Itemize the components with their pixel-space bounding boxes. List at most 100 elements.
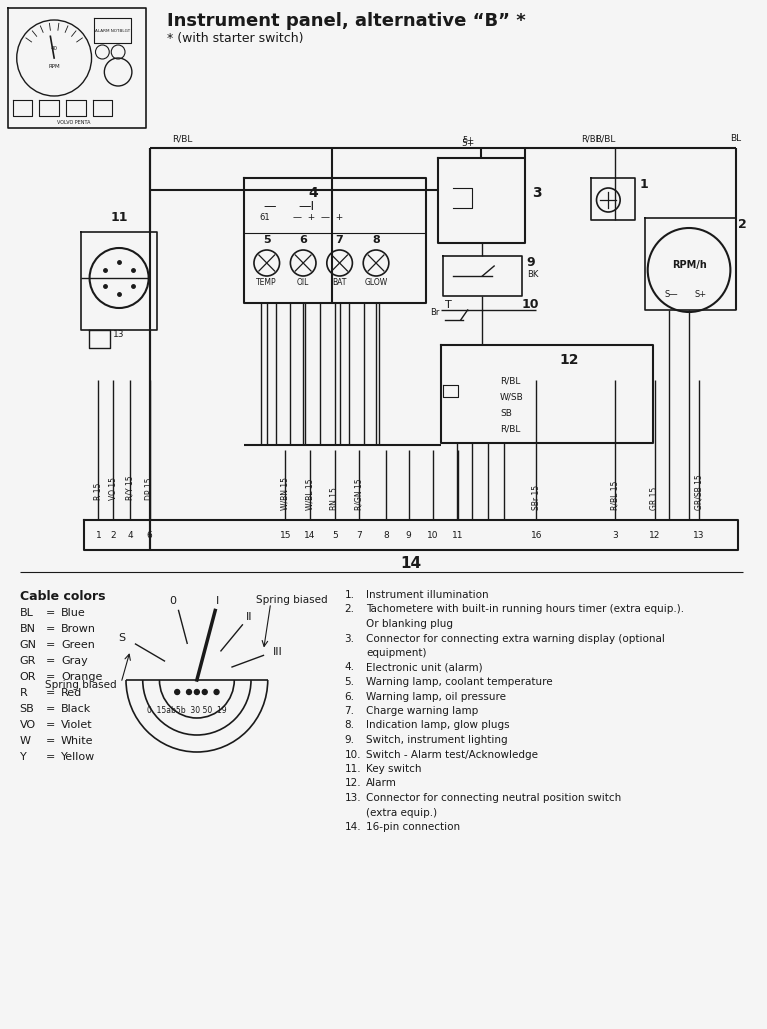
Text: GLOW: GLOW xyxy=(364,278,387,287)
Text: 3.: 3. xyxy=(344,634,354,643)
Text: GR 15: GR 15 xyxy=(650,487,659,510)
Text: 13.: 13. xyxy=(344,793,361,803)
Text: OIL: OIL xyxy=(297,278,309,287)
Text: Cable colors: Cable colors xyxy=(20,590,105,603)
Text: R 15: R 15 xyxy=(94,483,103,500)
Text: 14: 14 xyxy=(400,556,422,571)
Text: GR: GR xyxy=(20,657,36,666)
Text: =: = xyxy=(46,672,56,682)
Text: S: S xyxy=(118,633,125,643)
Text: Tachometere with built-in running hours timer (extra equip.).: Tachometere with built-in running hours … xyxy=(366,604,684,614)
Text: Or blanking plug: Or blanking plug xyxy=(366,619,453,629)
Text: Orange: Orange xyxy=(61,672,103,682)
Text: 5: 5 xyxy=(263,235,271,245)
Circle shape xyxy=(194,689,199,695)
Text: R/BL: R/BL xyxy=(500,377,521,386)
Text: 14: 14 xyxy=(304,531,316,539)
Text: BL: BL xyxy=(20,608,34,618)
Text: 10: 10 xyxy=(427,531,439,539)
Text: 10.: 10. xyxy=(344,749,361,759)
Text: =: = xyxy=(46,752,56,762)
Text: Violet: Violet xyxy=(61,720,93,730)
Text: SB: SB xyxy=(500,409,512,418)
Text: 13: 13 xyxy=(693,531,705,539)
Text: —  +  —  +: — + — + xyxy=(293,213,344,222)
Text: =: = xyxy=(46,624,56,634)
Text: White: White xyxy=(61,736,94,746)
Circle shape xyxy=(214,689,219,695)
Text: Instrument illumination: Instrument illumination xyxy=(366,590,489,600)
Text: I: I xyxy=(216,596,219,606)
Text: Alarm: Alarm xyxy=(366,779,397,788)
Text: TEMP: TEMP xyxy=(256,278,277,287)
Text: =: = xyxy=(46,704,56,714)
Text: 8: 8 xyxy=(383,531,389,539)
Text: =: = xyxy=(46,657,56,666)
Text: 4: 4 xyxy=(308,186,318,200)
Text: W: W xyxy=(20,736,31,746)
Text: 15: 15 xyxy=(280,531,291,539)
Text: =: = xyxy=(46,736,56,746)
Text: 5.: 5. xyxy=(344,677,354,687)
Text: Charge warning lamp: Charge warning lamp xyxy=(366,706,479,716)
Text: 12: 12 xyxy=(559,353,579,367)
Text: 14.: 14. xyxy=(344,822,361,832)
Text: 13: 13 xyxy=(114,330,125,339)
Text: 2.: 2. xyxy=(344,604,354,614)
Text: BL: BL xyxy=(730,134,742,143)
Text: R/BL: R/BL xyxy=(500,425,521,434)
Text: 11: 11 xyxy=(110,211,128,224)
Text: 1: 1 xyxy=(640,178,649,191)
Text: T: T xyxy=(445,300,452,310)
Text: DP 15: DP 15 xyxy=(145,477,154,500)
Text: 40: 40 xyxy=(51,45,58,50)
Text: =: = xyxy=(46,640,56,650)
Text: SBr 15: SBr 15 xyxy=(532,485,541,510)
Text: VO 15: VO 15 xyxy=(109,477,117,500)
Text: W/BL 15: W/BL 15 xyxy=(305,478,314,510)
Text: 4: 4 xyxy=(127,531,133,539)
Text: 8: 8 xyxy=(372,235,380,245)
Text: 3: 3 xyxy=(612,531,618,539)
Text: BN: BN xyxy=(20,624,36,634)
Text: Yellow: Yellow xyxy=(61,752,95,762)
Text: 11.: 11. xyxy=(344,764,361,774)
Text: 7: 7 xyxy=(336,235,344,245)
Text: 0: 0 xyxy=(169,596,176,606)
Text: Connector for connecting extra warning display (optional: Connector for connecting extra warning d… xyxy=(366,634,665,643)
Circle shape xyxy=(175,689,179,695)
Text: 3: 3 xyxy=(532,186,542,200)
Text: 9: 9 xyxy=(527,256,535,269)
Text: GR/SB 15: GR/SB 15 xyxy=(694,474,703,510)
Text: 4.: 4. xyxy=(344,663,354,673)
Text: R/BL 15: R/BL 15 xyxy=(611,481,620,510)
Text: III: III xyxy=(273,647,282,657)
Text: 61: 61 xyxy=(259,213,269,222)
Text: Electronic unit (alarm): Electronic unit (alarm) xyxy=(366,663,482,673)
Text: (extra equip.): (extra equip.) xyxy=(366,808,437,817)
Text: Brown: Brown xyxy=(61,624,96,634)
Text: VO: VO xyxy=(20,720,36,730)
Text: * (with starter switch): * (with starter switch) xyxy=(167,32,304,45)
Text: 0  15ab5b  30 50  19: 0 15ab5b 30 50 19 xyxy=(147,706,227,715)
Text: OR: OR xyxy=(20,672,36,682)
Text: Green: Green xyxy=(61,640,95,650)
Text: BN 15: BN 15 xyxy=(330,487,339,510)
Text: Switch - Alarm test/Acknowledge: Switch - Alarm test/Acknowledge xyxy=(366,749,538,759)
Text: 2: 2 xyxy=(739,218,747,230)
Text: 16: 16 xyxy=(531,531,542,539)
Text: S+: S+ xyxy=(695,290,707,299)
Text: 6.: 6. xyxy=(344,691,354,702)
Text: 5+: 5+ xyxy=(463,136,475,145)
Text: Red: Red xyxy=(61,688,82,698)
Text: Warning lamp, coolant temperature: Warning lamp, coolant temperature xyxy=(366,677,553,687)
Text: Black: Black xyxy=(61,704,91,714)
Text: —I: —I xyxy=(298,200,314,213)
Text: 10: 10 xyxy=(522,298,539,311)
Text: R: R xyxy=(20,688,28,698)
Text: 9: 9 xyxy=(406,531,411,539)
Text: W/BN 15: W/BN 15 xyxy=(281,477,290,510)
Text: II: II xyxy=(245,612,252,623)
Text: Key switch: Key switch xyxy=(366,764,422,774)
Text: 1.: 1. xyxy=(344,590,354,600)
